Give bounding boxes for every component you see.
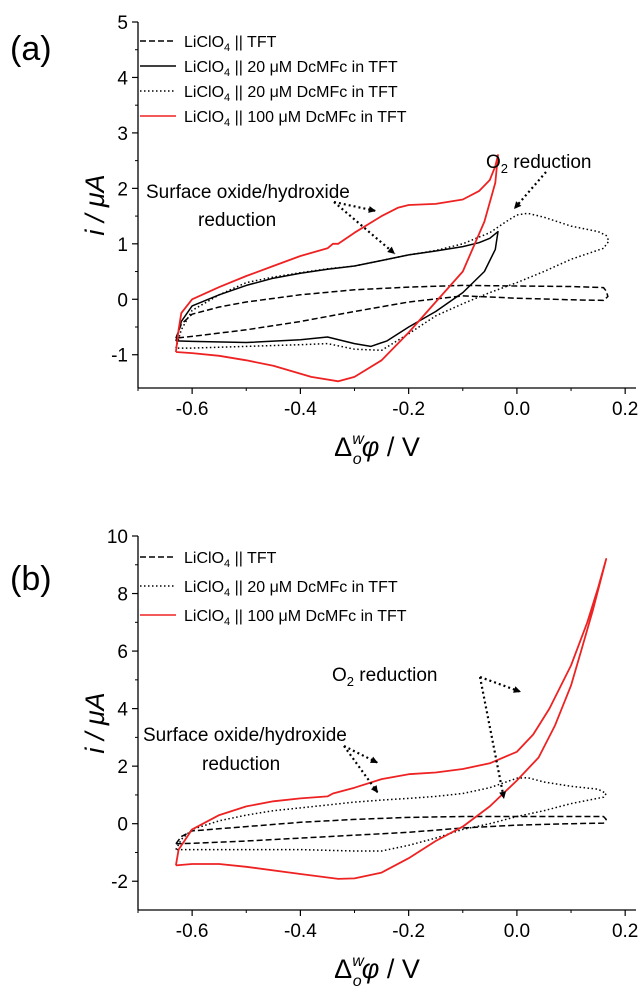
- series-line-3: [175, 558, 608, 880]
- legend-label-4: LiClO4 || 100 μM DcMFc in TFT: [184, 109, 407, 129]
- x-tick-label: 0.0: [504, 921, 530, 942]
- x-tick-label: 0.2: [612, 399, 638, 420]
- arrow-o2-1: [479, 675, 522, 694]
- y-tick-label: 10: [107, 527, 128, 548]
- y-tick-label: -1: [111, 346, 128, 367]
- series-line-4: [175, 154, 499, 383]
- arrow-surface-1-head: [368, 206, 376, 213]
- x-axis-label: Δw oφ / V: [334, 431, 420, 468]
- x-axis-label: Δw oφ / V: [334, 953, 420, 987]
- y-tick-label: 3: [117, 124, 128, 145]
- y-tick-label: 0: [117, 815, 128, 836]
- annotation-o2-reduction: O2 reduction: [486, 152, 591, 176]
- chart-panel-b: (b) -2 0 2 4 6 8 10 -0.6 -0.4 -0.2 0.0 0.2 i / μA Δw oφ…: [10, 527, 638, 987]
- series-line-3: [175, 212, 610, 352]
- y-tick-label: 0: [117, 290, 128, 311]
- legend-label-2: LiClO4 || 20 μM DcMFc in TFT: [184, 579, 398, 599]
- series-line-1: [175, 815, 607, 845]
- annotation-o2-reduction: O2 reduction: [332, 665, 437, 689]
- x-tick-label: -0.4: [284, 921, 317, 942]
- series-line-1: [175, 284, 609, 339]
- arrow-o2-head: [514, 201, 522, 209]
- arrow-o2: [513, 171, 547, 210]
- arrow-surface-2-head: [370, 785, 378, 793]
- y-axis-label: i / μA: [80, 174, 110, 235]
- arrow-surface-2: [333, 201, 396, 255]
- arrow-o2-1-head: [513, 686, 521, 693]
- x-tick-label: -0.6: [176, 921, 209, 942]
- x-tick-label: 0.0: [504, 399, 530, 420]
- x-tick-label: -0.6: [176, 399, 209, 420]
- arrow-o2-2: [478, 676, 506, 800]
- panel-label: (b): [10, 560, 52, 598]
- y-tick-label: -2: [111, 872, 128, 893]
- x-tick-label: 0.2: [612, 921, 638, 942]
- arrow-surface-2-head: [387, 246, 395, 254]
- chart-panel-a: (a) -1 0 1 2 3 4 5 -0.6 -0.4 -0.2 0.0 0.2 i / μA Δw oφ …: [10, 13, 638, 468]
- y-tick-label: 2: [117, 757, 128, 778]
- legend-label-1: LiClO4 || TFT: [184, 550, 277, 570]
- panel-label: (a): [10, 30, 52, 68]
- y-tick-label: 4: [117, 68, 128, 89]
- x-tick-label: -0.2: [392, 399, 425, 420]
- y-tick-label: 6: [117, 642, 128, 663]
- x-tick-label: -0.2: [392, 921, 425, 942]
- arrow-surface-1-head: [370, 756, 378, 763]
- series-line-2: [175, 230, 499, 348]
- annotation-surface-oxide: Surface oxide/hydroxide: [143, 725, 347, 746]
- y-tick-label: 5: [117, 13, 128, 34]
- y-tick-label: 1: [117, 235, 128, 256]
- legend-label-2: LiClO4 || 20 μM DcMFc in TFT: [184, 59, 398, 79]
- y-axis-label: i / μA: [80, 692, 110, 753]
- legend-label-3: LiClO4 || 20 μM DcMFc in TFT: [184, 84, 398, 104]
- arrow-o2-2-head: [499, 791, 507, 799]
- y-tick-label: 2: [117, 179, 128, 200]
- legend-label-1: LiClO4 || TFT: [184, 34, 277, 54]
- annotation-surface-oxide: Surface oxide/hydroxide: [146, 182, 350, 203]
- legend-label-3: LiClO4 || 100 μM DcMFc in TFT: [184, 608, 407, 628]
- x-tick-label: -0.4: [284, 399, 317, 420]
- annotation-reduction: reduction: [198, 210, 276, 231]
- y-tick-label: 4: [117, 700, 128, 721]
- series-line-2: [175, 776, 607, 852]
- annotation-reduction: reduction: [202, 754, 280, 775]
- y-tick-label: 8: [117, 585, 128, 606]
